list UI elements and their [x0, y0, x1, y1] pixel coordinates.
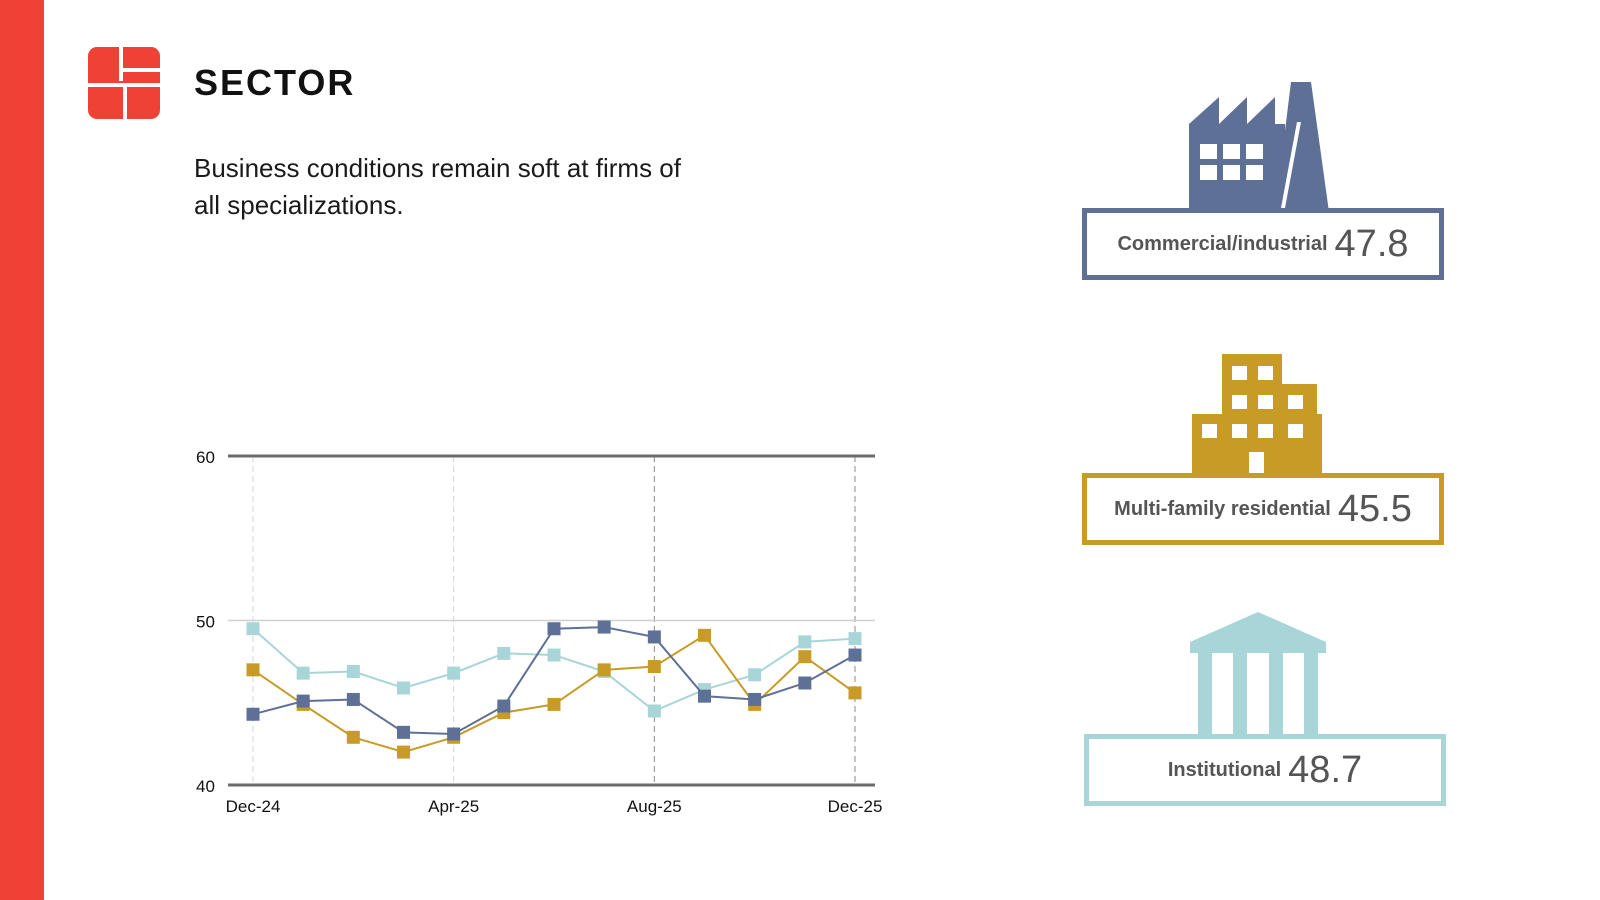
data-point — [647, 660, 661, 674]
data-point — [397, 681, 410, 695]
data-point — [346, 730, 360, 744]
category-box-institutional: Institutional 48.7 — [1084, 734, 1446, 806]
data-point — [447, 727, 461, 741]
category-value: 47.8 — [1334, 222, 1409, 265]
y-tick-label: 50 — [196, 613, 215, 632]
data-point — [547, 648, 561, 662]
data-point — [447, 666, 461, 680]
data-point — [798, 635, 812, 649]
logo-icon — [88, 47, 160, 119]
y-tick-label: 60 — [196, 448, 215, 467]
data-point — [547, 697, 561, 711]
page-title: SECTOR — [194, 62, 356, 103]
category-value: 48.7 — [1288, 748, 1363, 791]
data-point — [346, 692, 360, 706]
data-point — [848, 686, 862, 700]
x-tick-label: Aug-25 — [627, 797, 682, 816]
data-point — [447, 730, 461, 744]
apartment-building-icon — [1192, 354, 1322, 474]
data-point — [748, 692, 762, 706]
data-point — [397, 745, 410, 759]
category-label: Commercial/industrial — [1117, 232, 1328, 255]
factory-icon — [1189, 82, 1329, 212]
data-point — [647, 630, 661, 644]
series-line — [252, 627, 856, 713]
data-point — [397, 725, 410, 739]
data-point — [848, 648, 862, 662]
data-point — [698, 628, 711, 642]
x-tick-label: Dec-24 — [226, 797, 281, 816]
data-point — [246, 707, 260, 721]
y-tick-label: 40 — [196, 777, 215, 796]
data-point — [798, 650, 812, 664]
data-point — [597, 664, 611, 678]
series-line — [252, 633, 856, 754]
data-point — [748, 668, 762, 682]
data-point — [848, 632, 862, 646]
data-point — [296, 697, 310, 711]
data-point — [597, 620, 611, 634]
data-point — [748, 697, 762, 711]
data-point — [547, 622, 561, 636]
data-point — [698, 689, 711, 703]
data-point — [346, 664, 360, 678]
data-point — [497, 699, 511, 713]
data-point — [296, 666, 310, 680]
category-residential: Multi-family residential 45.5 — [1082, 354, 1444, 545]
data-point — [647, 704, 661, 718]
category-label: Institutional — [1167, 758, 1282, 781]
government-building-icon — [1190, 612, 1326, 737]
data-point — [246, 663, 260, 677]
series-line — [252, 626, 856, 736]
data-point — [296, 694, 310, 708]
x-tick-label: Apr-25 — [428, 797, 479, 816]
page-subtitle: Business conditions remain soft at firms… — [194, 153, 681, 220]
category-value: 45.5 — [1337, 487, 1412, 530]
category-institutional: Institutional 48.7 — [1084, 612, 1446, 808]
data-point — [698, 683, 711, 697]
data-point — [497, 646, 511, 660]
data-point — [597, 663, 611, 677]
category-box-commercial: Commercial/industrial 47.8 — [1082, 208, 1444, 280]
category-commercial: Commercial/industrial 47.8 — [1082, 82, 1444, 282]
accent-bar — [0, 0, 44, 900]
data-point — [497, 706, 511, 720]
category-label: Multi-family residential — [1114, 497, 1331, 520]
category-box-residential: Multi-family residential 45.5 — [1082, 473, 1444, 545]
data-point — [246, 622, 260, 636]
x-tick-label: Dec-25 — [828, 797, 883, 816]
data-point — [798, 676, 812, 690]
